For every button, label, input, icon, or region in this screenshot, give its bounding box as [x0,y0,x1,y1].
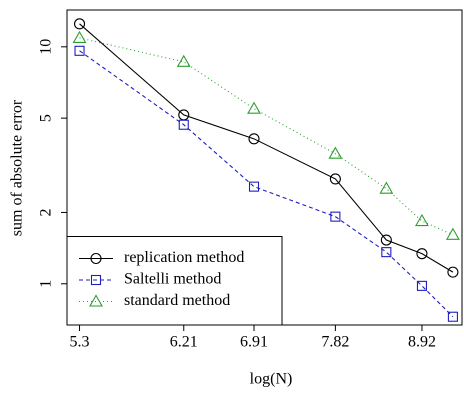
point [248,181,260,192]
point [328,146,343,159]
point [74,45,85,56]
y-tick-label: 5 [38,114,55,122]
point [416,248,428,260]
series-line [79,50,454,318]
x-tick-label: 6.21 [170,334,198,351]
x-tick-label: 7.82 [321,334,349,351]
point [178,119,189,130]
y-tick-label: 1 [38,280,55,288]
point [329,173,341,185]
point [445,227,460,240]
y-axis-label: sum of absolute error [9,99,26,236]
y-tick-label: 10 [38,39,55,55]
point [89,294,103,307]
legend-label: Saltelli method [124,271,221,288]
point [380,234,392,246]
point [379,181,394,194]
point [447,311,458,322]
point [415,213,429,227]
series-line [79,37,454,236]
point [330,211,341,222]
point [73,18,86,30]
y-tick-label: 2 [38,208,55,216]
legend-label: replication method [124,249,244,266]
point [176,54,191,67]
x-tick-label: 5.3 [70,334,90,351]
point [447,266,459,278]
point [90,274,102,286]
point [72,30,87,43]
legend-box [66,236,283,326]
x-tick-label: 8.92 [408,334,436,351]
point [416,280,428,291]
series-line [79,23,454,273]
point [247,101,261,114]
x-axis-label: log(N) [250,371,293,388]
x-tick-label: 6.91 [240,334,268,351]
point [248,133,260,145]
point [381,247,392,258]
point [90,252,102,265]
legend-label: standard method [124,292,230,309]
